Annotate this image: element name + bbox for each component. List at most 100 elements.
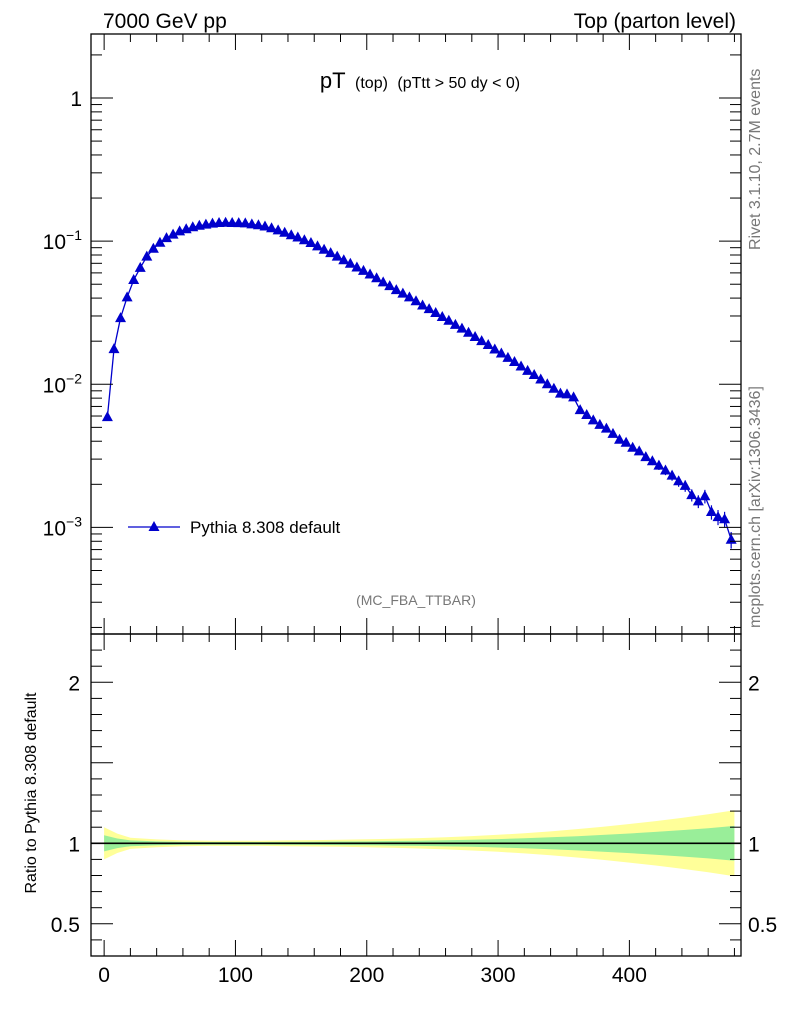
data-point — [390, 284, 402, 295]
data-point — [719, 513, 731, 524]
data-point — [331, 250, 343, 261]
data-point — [463, 326, 475, 337]
data-point — [554, 387, 566, 398]
data-point — [134, 261, 146, 272]
data-point — [364, 268, 376, 279]
data-point — [325, 247, 337, 258]
data-point — [495, 347, 507, 358]
data-point — [318, 243, 330, 254]
data-point — [574, 404, 586, 415]
data-point — [298, 234, 310, 245]
data-point — [417, 299, 429, 310]
data-point — [568, 391, 580, 402]
y-tick-label-base: 10 — [43, 374, 66, 397]
data-point — [312, 240, 324, 251]
ratio-panel: 0 100 200 300 400 0.5 0.5 1 1 2 2 — [51, 633, 777, 987]
data-point — [712, 511, 724, 522]
ratio-y-tick-label-right: 1 — [748, 833, 760, 856]
collision-energy-label: 7000 GeV pp — [103, 10, 227, 33]
data-point — [692, 495, 704, 506]
legend-marker — [148, 521, 160, 531]
data-point — [377, 276, 389, 287]
legend-label: Pythia 8.308 default — [190, 518, 341, 537]
data-point — [121, 291, 133, 302]
series-line — [106, 222, 732, 540]
data-point — [627, 441, 639, 452]
data-point — [548, 382, 560, 393]
data-point — [594, 418, 606, 429]
data-point — [482, 339, 494, 350]
data-point — [338, 254, 350, 265]
data-point — [108, 343, 120, 354]
ratio-y-tick-label-left: 2 — [68, 672, 80, 695]
data-point — [292, 231, 304, 242]
data-point — [410, 295, 422, 306]
data-point — [252, 219, 264, 230]
data-point — [686, 489, 698, 500]
data-point — [640, 451, 652, 462]
data-point — [403, 291, 415, 302]
data-point — [522, 364, 534, 375]
data-point — [397, 287, 409, 298]
data-point — [502, 351, 514, 362]
ratio-plot-frame — [90, 633, 742, 957]
y-tick-label-base: 10 — [43, 517, 66, 540]
main-panel: 110−110−210−3 Pythia 8.308 default — [43, 33, 742, 635]
y-tick-label: 10−1 — [43, 227, 83, 254]
data-point — [147, 242, 159, 253]
data-point — [266, 222, 278, 233]
rivet-version-label: Rivet 3.1.10, 2.7M events — [747, 69, 764, 250]
data-point — [259, 220, 271, 231]
data-point — [371, 272, 383, 283]
data-point — [436, 311, 448, 322]
data-point — [633, 445, 645, 456]
data-point — [456, 322, 468, 333]
data-point — [279, 226, 291, 237]
data-point — [581, 408, 593, 419]
x-tick-label: 400 — [612, 964, 647, 987]
plot-title-sub2: (pTtt > 50 dy < 0) — [397, 75, 520, 92]
data-point — [528, 369, 540, 380]
y-tick-label-base: 10 — [43, 231, 66, 254]
data-point — [115, 312, 127, 323]
plot-title-sub1: (top) — [355, 75, 388, 92]
data-point — [469, 330, 481, 341]
plot-title-main: pT — [320, 68, 346, 93]
y-tick-label: 1 — [70, 88, 82, 111]
data-point — [272, 224, 284, 235]
data-point — [141, 250, 153, 261]
data-point — [666, 469, 678, 480]
data-point — [561, 388, 573, 399]
y-tick-label: 10−3 — [43, 513, 83, 540]
ratio-y-tick-label-right: 0.5 — [748, 914, 777, 937]
data-point — [489, 343, 501, 354]
y-tick-label-exponent: −3 — [66, 513, 82, 529]
data-point — [430, 306, 442, 317]
data-point — [587, 414, 599, 425]
data-point — [246, 218, 258, 229]
data-point — [725, 533, 737, 544]
data-point — [357, 264, 369, 275]
data-point — [351, 261, 363, 272]
data-point — [285, 229, 297, 240]
data-point — [449, 318, 461, 329]
plot-title: pT (top) (pTtt > 50 dy < 0) — [320, 68, 520, 93]
y-tick-label-exponent: −2 — [66, 370, 82, 386]
ratio-y-tick-label-right: 2 — [748, 672, 760, 695]
ratio-y-tick-label-left: 1 — [68, 833, 80, 856]
data-point — [515, 360, 527, 371]
x-tick-label: 200 — [349, 964, 384, 987]
data-point — [673, 475, 685, 486]
data-point — [535, 373, 547, 384]
data-point — [239, 217, 251, 228]
data-point — [653, 459, 665, 470]
data-point — [620, 436, 632, 447]
y-tick-label-base: 1 — [70, 88, 82, 111]
observable-group-label: Top (parton level) — [574, 10, 736, 33]
data-point — [508, 356, 520, 367]
data-point — [161, 232, 173, 243]
data-point — [476, 335, 488, 346]
x-tick-label: 300 — [481, 964, 516, 987]
data-point — [443, 314, 455, 325]
